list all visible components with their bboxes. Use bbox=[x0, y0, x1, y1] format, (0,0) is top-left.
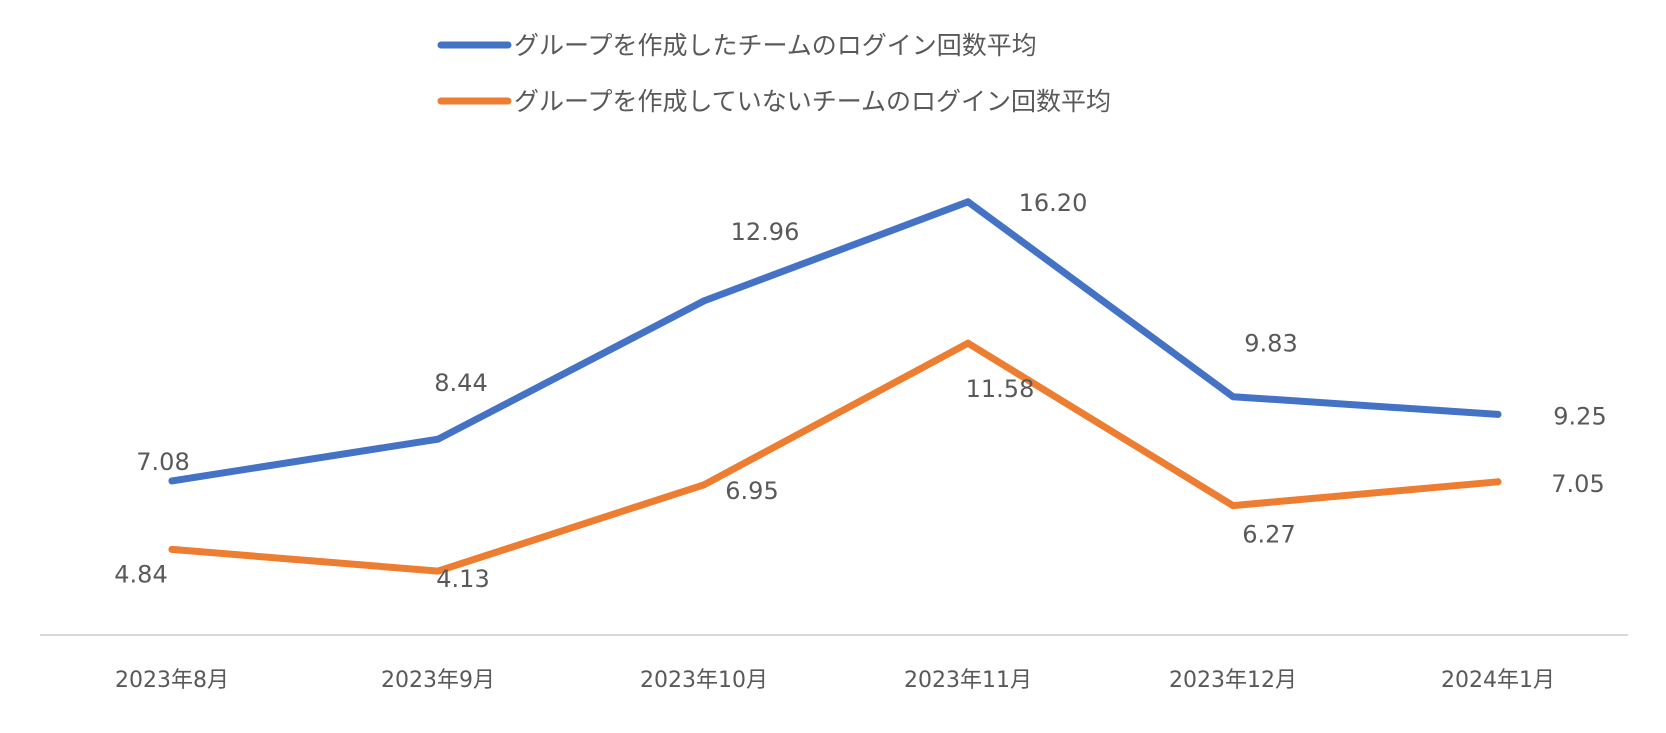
data-label-series-2: 6.95 bbox=[725, 477, 778, 505]
data-label-series-1: 8.44 bbox=[434, 369, 487, 397]
legend: グループを作成したチームのログイン回数平均グループを作成していないチームのログイ… bbox=[437, 31, 1111, 116]
x-tick-label: 2023年9月 bbox=[381, 668, 495, 693]
data-point bbox=[964, 198, 972, 206]
legend-label-series-1: グループを作成したチームのログイン回数平均 bbox=[514, 31, 1037, 60]
data-label-series-2: 4.84 bbox=[114, 560, 167, 588]
x-tick-label: 2023年10月 bbox=[640, 668, 768, 693]
x-tick-label: 2023年8月 bbox=[115, 668, 229, 693]
data-point bbox=[1229, 393, 1237, 401]
legend-label-series-2: グループを作成していないチームのログイン回数平均 bbox=[514, 87, 1111, 116]
data-point bbox=[700, 481, 708, 489]
data-label-series-1: 9.25 bbox=[1553, 402, 1606, 430]
data-label-series-1: 16.20 bbox=[1019, 189, 1088, 217]
data-point bbox=[1229, 502, 1237, 510]
data-point bbox=[168, 477, 176, 485]
data-point bbox=[434, 435, 442, 443]
x-tick-label: 2023年12月 bbox=[1169, 668, 1297, 693]
data-point bbox=[1494, 410, 1502, 418]
series-line-1 bbox=[168, 198, 1502, 485]
data-label-series-1: 9.83 bbox=[1244, 330, 1297, 358]
data-point bbox=[700, 297, 708, 305]
data-label-series-2: 11.58 bbox=[966, 375, 1035, 403]
data-point bbox=[434, 567, 442, 575]
x-tick-label: 2023年11月 bbox=[904, 668, 1032, 693]
data-label-series-1: 12.96 bbox=[731, 218, 800, 246]
series-lines bbox=[168, 198, 1502, 575]
data-label-series-2: 4.13 bbox=[436, 565, 489, 593]
data-point bbox=[964, 339, 972, 347]
data-label-series-2: 6.27 bbox=[1242, 521, 1295, 549]
data-point bbox=[168, 545, 176, 553]
data-point bbox=[1494, 478, 1502, 486]
data-label-series-1: 7.08 bbox=[136, 448, 189, 476]
x-axis-ticks: 2023年8月 2023年9月 2023年10月 2023年11月 2023年12月 20… bbox=[115, 668, 1555, 693]
x-tick-label: 2024年1月 bbox=[1441, 668, 1555, 693]
data-labels: 7.08 8.44 12.96 16.20 9.83 9.25 4.84 4.13 6.95 11… bbox=[114, 189, 1606, 593]
data-label-series-2: 7.05 bbox=[1551, 470, 1604, 498]
series-line-2 bbox=[168, 339, 1502, 575]
